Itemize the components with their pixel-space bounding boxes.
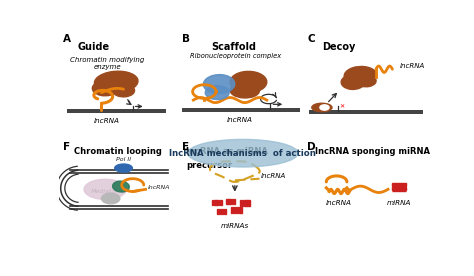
Text: lncRNA: lncRNA (226, 117, 252, 123)
Bar (230, 199, 231, 204)
Bar (228, 199, 229, 204)
Text: lncRNA: lncRNA (94, 118, 120, 124)
Ellipse shape (205, 86, 229, 100)
Bar (240, 207, 242, 213)
Ellipse shape (341, 75, 365, 89)
Bar (212, 200, 213, 205)
Bar (238, 207, 240, 213)
Bar (235, 207, 236, 213)
Bar (392, 183, 406, 184)
Ellipse shape (112, 84, 135, 97)
Bar (217, 209, 219, 214)
Text: lncRNA: lncRNA (400, 63, 425, 69)
Bar (213, 200, 215, 205)
Text: Chromatin modifying
enzyme: Chromatin modifying enzyme (70, 57, 144, 70)
Text: C: C (307, 34, 315, 44)
Text: lncRNA mechanisms  of action: lncRNA mechanisms of action (170, 149, 316, 158)
Text: B: B (182, 34, 191, 44)
Ellipse shape (230, 83, 259, 98)
Text: E: E (182, 142, 190, 152)
Ellipse shape (92, 81, 118, 96)
Bar (392, 189, 406, 190)
Bar (392, 188, 406, 189)
Text: D: D (307, 142, 316, 152)
Text: miRNAs: miRNAs (221, 223, 249, 229)
Bar (227, 199, 228, 204)
Bar (221, 200, 222, 205)
Ellipse shape (115, 164, 132, 172)
Bar (247, 200, 249, 206)
Ellipse shape (230, 71, 267, 93)
Bar (240, 200, 241, 206)
Text: F: F (63, 142, 70, 152)
Bar (242, 200, 243, 206)
Text: lncRNA sponging miRNA: lncRNA sponging miRNA (315, 147, 429, 156)
Text: Guide: Guide (78, 42, 110, 52)
Text: Pol II: Pol II (116, 157, 131, 162)
Ellipse shape (84, 179, 126, 200)
Bar (219, 209, 220, 214)
Text: Chromatin looping: Chromatin looping (74, 147, 162, 156)
Bar (223, 209, 224, 214)
Bar (232, 199, 233, 204)
Text: lncRNA: lncRNA (147, 185, 170, 190)
Text: lncRNA as miRNA: lncRNA as miRNA (186, 147, 268, 156)
Ellipse shape (113, 181, 129, 192)
Ellipse shape (344, 67, 377, 85)
Ellipse shape (356, 75, 376, 87)
Text: lncRNA: lncRNA (326, 200, 351, 206)
Bar (231, 207, 232, 213)
Circle shape (101, 193, 120, 204)
Bar (249, 200, 250, 206)
Text: Decoy: Decoy (322, 42, 356, 52)
Bar (221, 209, 222, 214)
Bar (392, 184, 406, 185)
Bar (217, 200, 219, 205)
Bar (392, 185, 406, 186)
Text: Scaffold: Scaffold (212, 42, 257, 52)
Bar (233, 207, 234, 213)
Ellipse shape (188, 139, 298, 167)
Ellipse shape (312, 103, 332, 112)
Bar (219, 200, 220, 205)
Bar (225, 209, 226, 214)
Bar (392, 187, 406, 188)
Text: precursor: precursor (186, 161, 232, 170)
Bar (234, 199, 235, 204)
Text: Mediator: Mediator (91, 189, 118, 194)
Ellipse shape (94, 71, 138, 93)
Bar (246, 200, 247, 206)
Text: lncRNA: lncRNA (261, 172, 286, 179)
Text: ✕: ✕ (339, 105, 344, 110)
Bar (392, 191, 406, 192)
Text: A: A (63, 34, 71, 44)
Text: miRNA: miRNA (386, 200, 411, 206)
Ellipse shape (203, 75, 235, 94)
Text: Ribonucleoprotein complex: Ribonucleoprotein complex (190, 53, 281, 59)
Bar (215, 200, 217, 205)
Ellipse shape (320, 105, 329, 110)
Bar (237, 207, 238, 213)
Bar (244, 200, 245, 206)
